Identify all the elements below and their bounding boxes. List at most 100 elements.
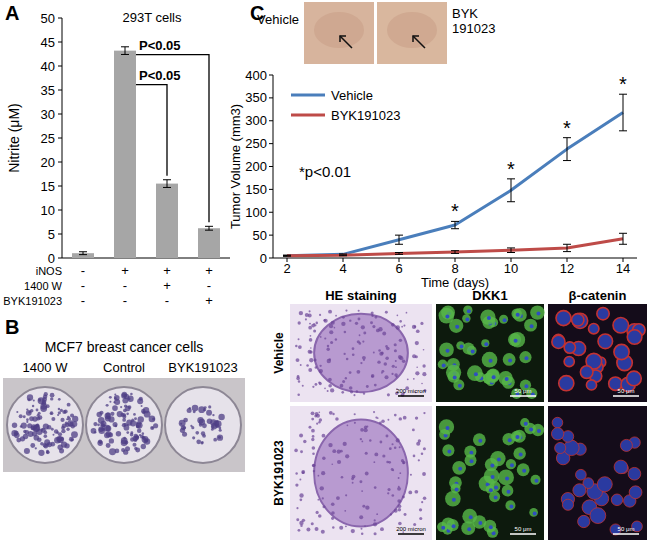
nucleus (519, 453, 523, 457)
x-tick-label: 14 (616, 261, 630, 276)
cell (396, 325, 400, 329)
colony (201, 442, 204, 445)
cell (483, 520, 496, 533)
cell (484, 468, 500, 484)
colony (51, 428, 54, 431)
error-cap (451, 250, 459, 251)
legend-swatch (291, 114, 325, 117)
cell (363, 359, 365, 361)
cell (313, 329, 316, 332)
colony (109, 396, 112, 399)
colony (16, 438, 21, 443)
nucleus (489, 525, 493, 529)
cell (447, 370, 459, 382)
colony (124, 394, 129, 399)
cell (353, 394, 355, 396)
y-tick (269, 120, 273, 121)
cell (349, 371, 352, 374)
cell (371, 312, 374, 315)
colony (126, 431, 129, 434)
colony (130, 431, 133, 434)
cell (412, 428, 415, 431)
cell (308, 368, 312, 372)
y-tick (269, 166, 273, 167)
cell (355, 322, 358, 325)
nucleus (515, 435, 519, 439)
cell (331, 511, 335, 515)
cell (506, 459, 516, 469)
arrow-head (413, 36, 419, 42)
colony (54, 429, 58, 433)
x-tick-label: 6 (395, 261, 402, 276)
cell (401, 459, 404, 462)
cell (371, 375, 373, 377)
scale-bar-label: 200 micron (396, 388, 426, 394)
error-cap (339, 254, 347, 255)
cell (316, 511, 319, 514)
cell (320, 336, 322, 338)
cell (311, 438, 314, 441)
micrograph-bg (290, 304, 432, 402)
cell (334, 327, 336, 329)
error-cap (79, 254, 87, 255)
cell (318, 475, 320, 477)
colony (58, 411, 61, 414)
colony (180, 428, 185, 433)
cell (352, 353, 355, 356)
cell (597, 307, 609, 319)
cell (572, 314, 584, 326)
colony (124, 404, 127, 407)
cell (361, 325, 365, 329)
error-bar (507, 248, 515, 253)
error-cap (121, 46, 129, 47)
nucleus (505, 377, 509, 381)
cell (363, 392, 365, 394)
cell (446, 519, 458, 531)
cell (297, 393, 300, 396)
error-bar (163, 180, 171, 188)
x-tick-label: 2 (283, 261, 290, 276)
nucleus (509, 504, 513, 508)
cell (382, 454, 385, 457)
colony (67, 403, 71, 407)
condition-mark: + (121, 263, 129, 278)
cell (365, 472, 369, 476)
plate-label: BYK191023 (168, 360, 237, 375)
colony (204, 406, 207, 409)
cell (415, 371, 419, 375)
cell (384, 362, 387, 365)
cell (374, 519, 376, 521)
colony (50, 393, 55, 398)
cell (312, 386, 314, 388)
colony (151, 427, 153, 429)
condition-mark: - (123, 278, 127, 293)
cell (364, 428, 368, 432)
y-tick (269, 258, 273, 259)
y-tick-label: 40 (41, 59, 55, 74)
condition-mark: - (81, 263, 85, 278)
cell (311, 429, 315, 433)
cell (392, 365, 395, 368)
cell (465, 454, 477, 466)
colony (123, 413, 127, 417)
cell (312, 446, 316, 450)
cell (375, 416, 377, 418)
cell (439, 419, 454, 434)
cell (524, 319, 537, 332)
nucleus (470, 459, 474, 463)
nucleus (458, 467, 462, 471)
colony (137, 428, 141, 432)
x-tick-label: 8 (451, 261, 458, 276)
cell (398, 355, 402, 359)
error-line (209, 226, 210, 230)
colony (33, 400, 35, 402)
cell (398, 486, 400, 488)
colony (43, 423, 49, 429)
cell (387, 393, 390, 396)
error-bar (79, 252, 87, 255)
nucleus (446, 349, 450, 353)
colony (32, 405, 34, 407)
colony (212, 414, 214, 416)
column-header: DKK1 (472, 288, 507, 303)
colony (112, 405, 118, 411)
